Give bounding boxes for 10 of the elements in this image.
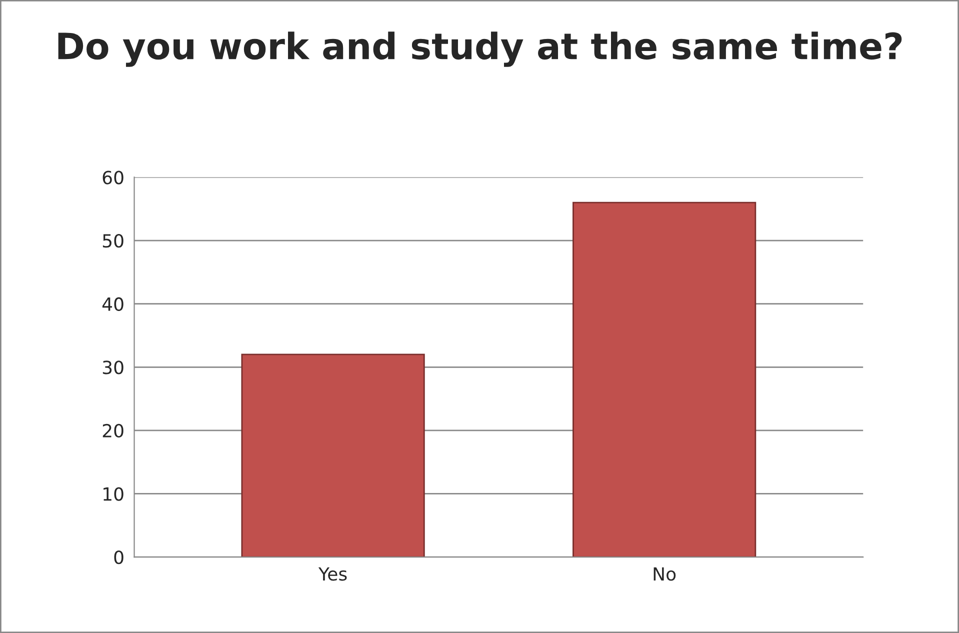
- x-tick-label: No: [654, 567, 676, 581]
- y-tick-label: 40: [102, 297, 124, 311]
- y-tick-label: 10: [104, 487, 124, 501]
- y-tick-label: 50: [102, 234, 124, 248]
- chart-title: Do you work and study at the same time?: [58, 32, 902, 67]
- y-tick-label: 30: [102, 360, 124, 374]
- y-tick-label: 0: [114, 550, 124, 564]
- x-tick-label: Yes: [318, 567, 347, 581]
- y-tick-label: 60: [102, 170, 124, 184]
- y-tick-label: 20: [102, 424, 124, 438]
